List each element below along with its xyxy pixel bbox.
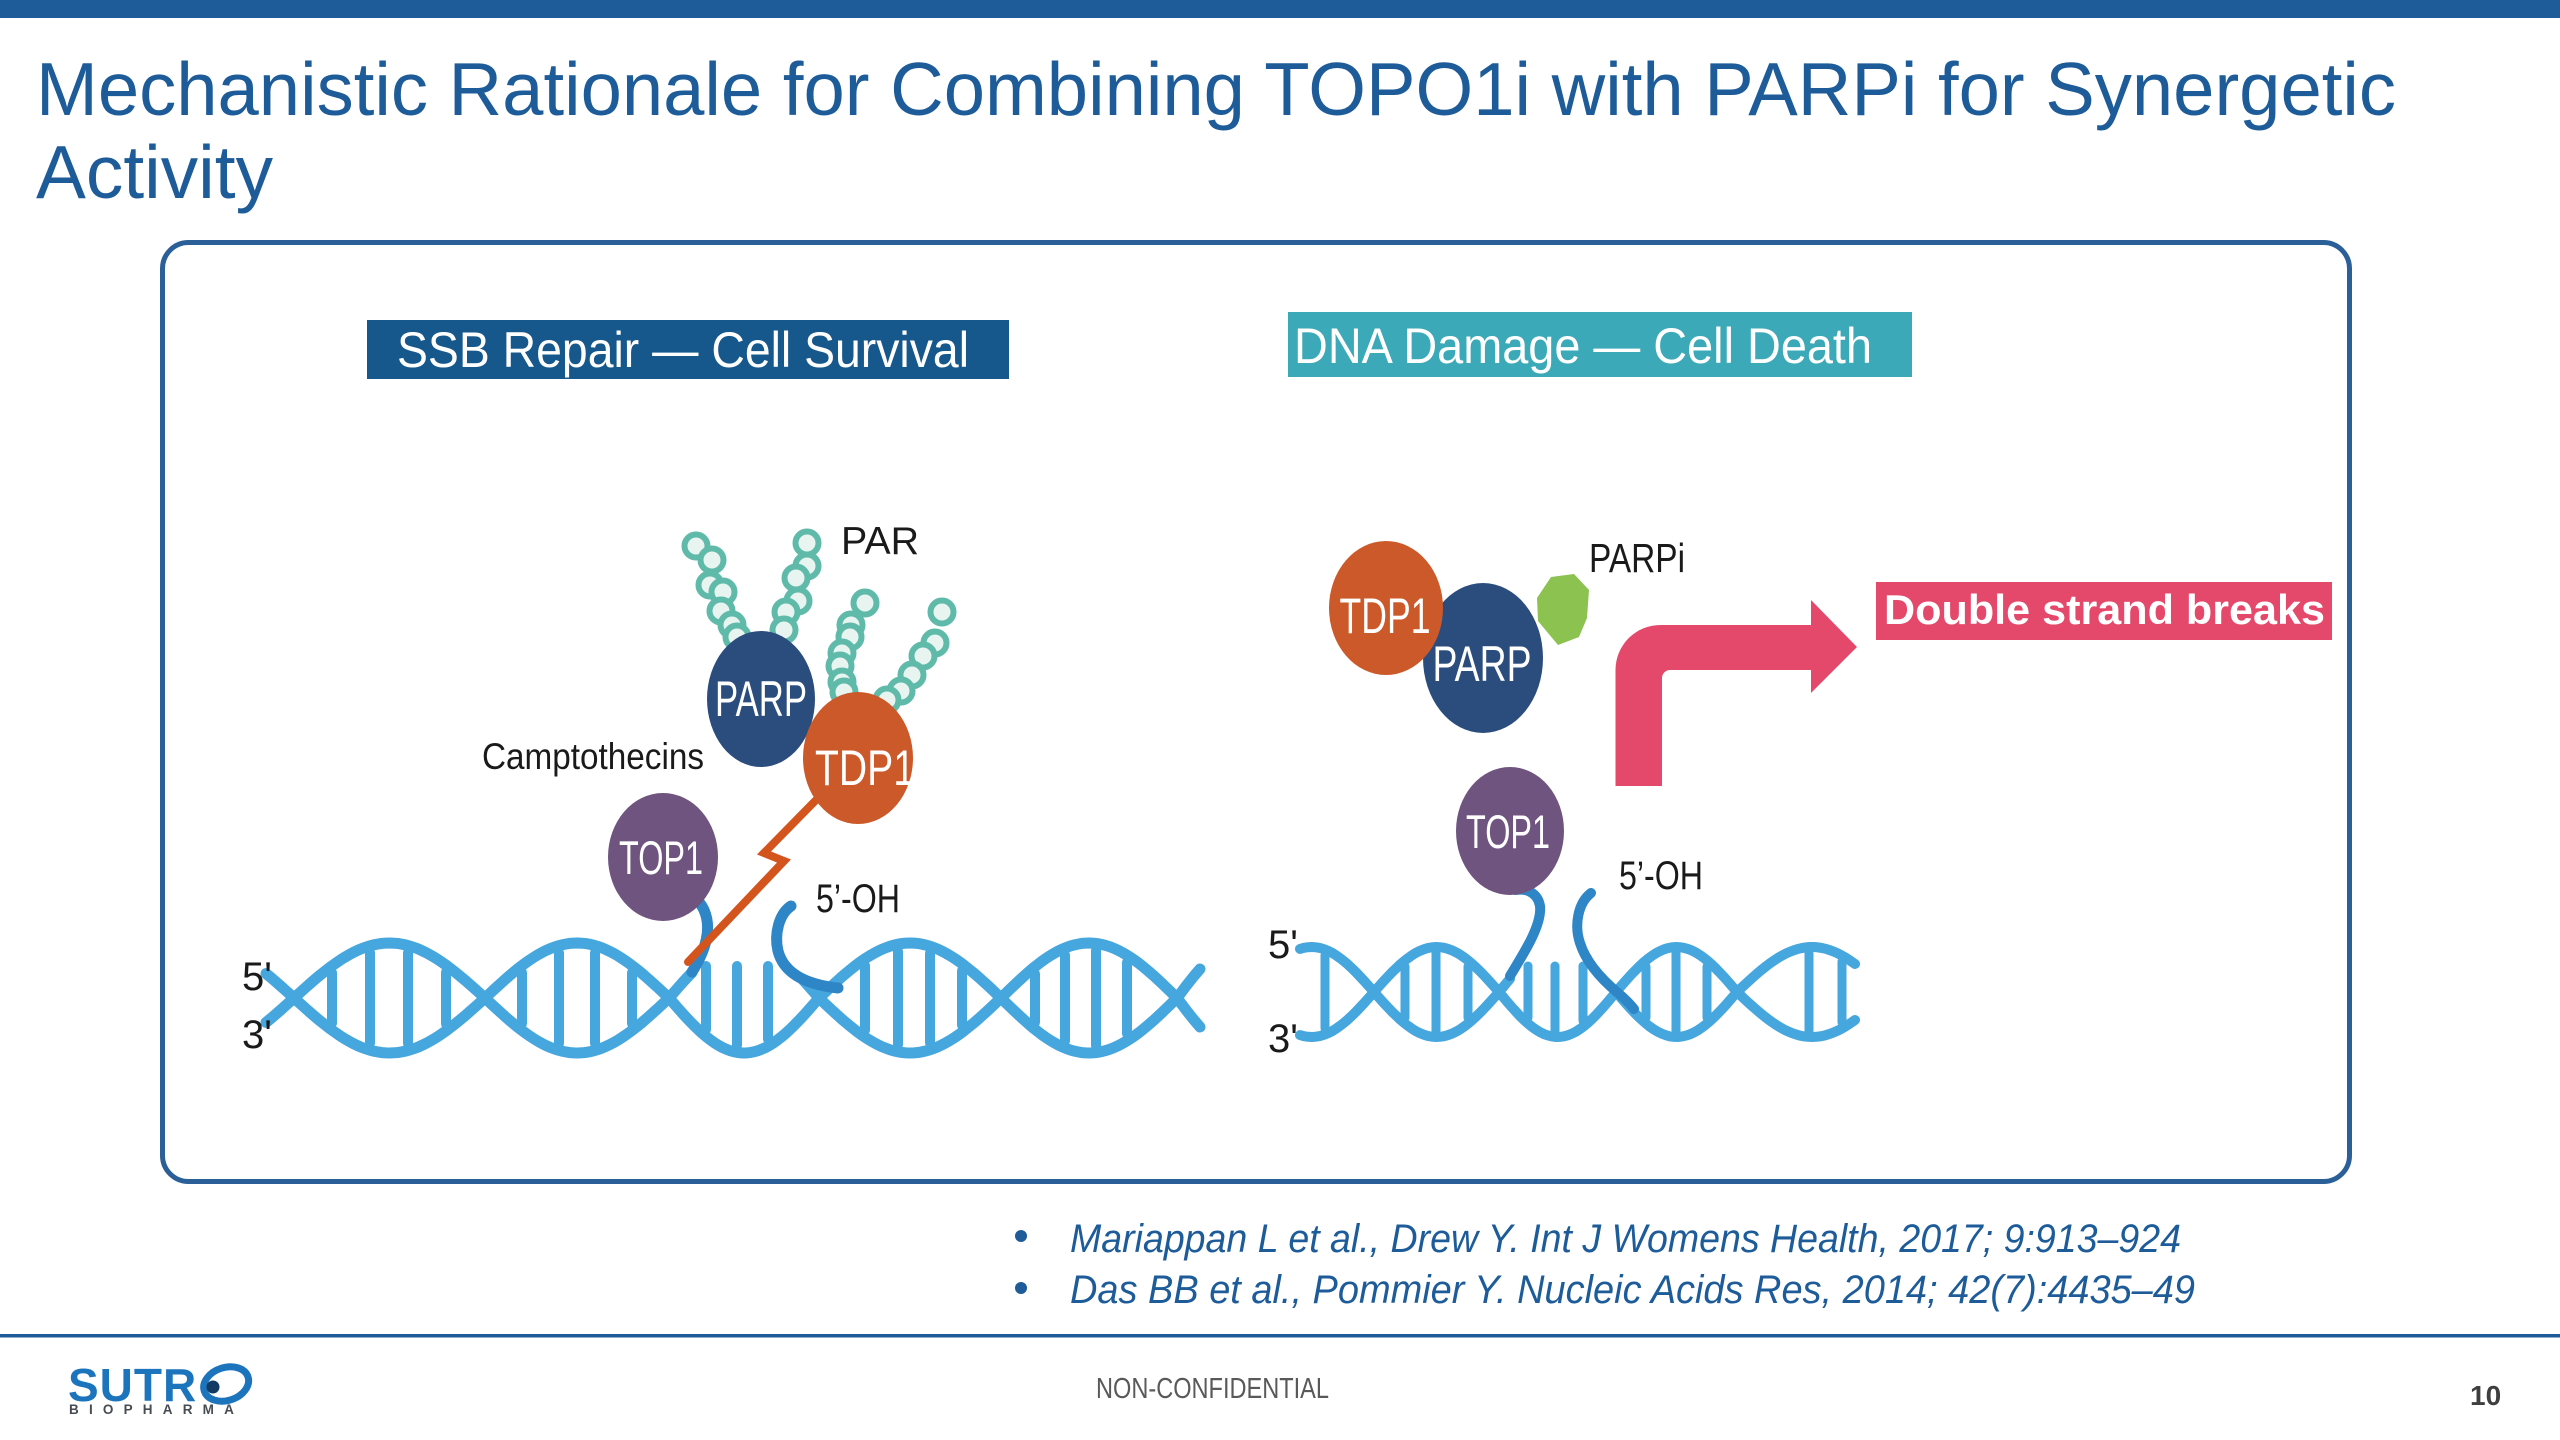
svg-text:PARP: PARP [1433,636,1532,692]
svg-text:BIOPHARMA: BIOPHARMA [69,1402,244,1417]
svg-text:5': 5' [242,955,272,999]
svg-text:TOP1: TOP1 [619,831,703,884]
svg-text:10: 10 [2470,1380,2501,1411]
svg-text:SSB Repair — Cell Survival: SSB Repair — Cell Survival [397,322,969,378]
svg-text:PARP: PARP [715,671,807,727]
svg-text:Das BB et al., Pommier Y. Nucl: Das BB et al., Pommier Y. Nucleic Acids … [1070,1268,2195,1312]
svg-text:5': 5' [1268,923,1298,967]
svg-text:SUTR: SUTR [68,1359,197,1411]
svg-text:TOP1: TOP1 [1466,805,1550,858]
svg-text:Mariappan L et al., Drew Y. In: Mariappan L et al., Drew Y. Int J Womens… [1070,1217,2181,1261]
svg-text:3': 3' [1268,1017,1298,1061]
svg-text:5’-OH: 5’-OH [1619,854,1703,898]
svg-text:3': 3' [242,1013,272,1057]
svg-text:DNA Damage — Cell Death: DNA Damage — Cell Death [1294,318,1872,374]
svg-text:TDP1: TDP1 [1340,588,1431,644]
svg-text:Activity: Activity [36,130,273,214]
svg-text:Double strand breaks: Double strand breaks [1884,586,2325,633]
svg-text:PARPi: PARPi [1589,535,1685,581]
svg-text:Camptothecins: Camptothecins [482,736,704,777]
svg-text:5’-OH: 5’-OH [816,877,900,921]
svg-text:PAR: PAR [841,520,919,563]
svg-text:Mechanistic Rationale for Comb: Mechanistic Rationale for Combining TOPO… [36,47,2396,131]
svg-text:TDP1: TDP1 [815,740,915,796]
svg-text:NON-CONFIDENTIAL: NON-CONFIDENTIAL [1096,1373,1329,1405]
